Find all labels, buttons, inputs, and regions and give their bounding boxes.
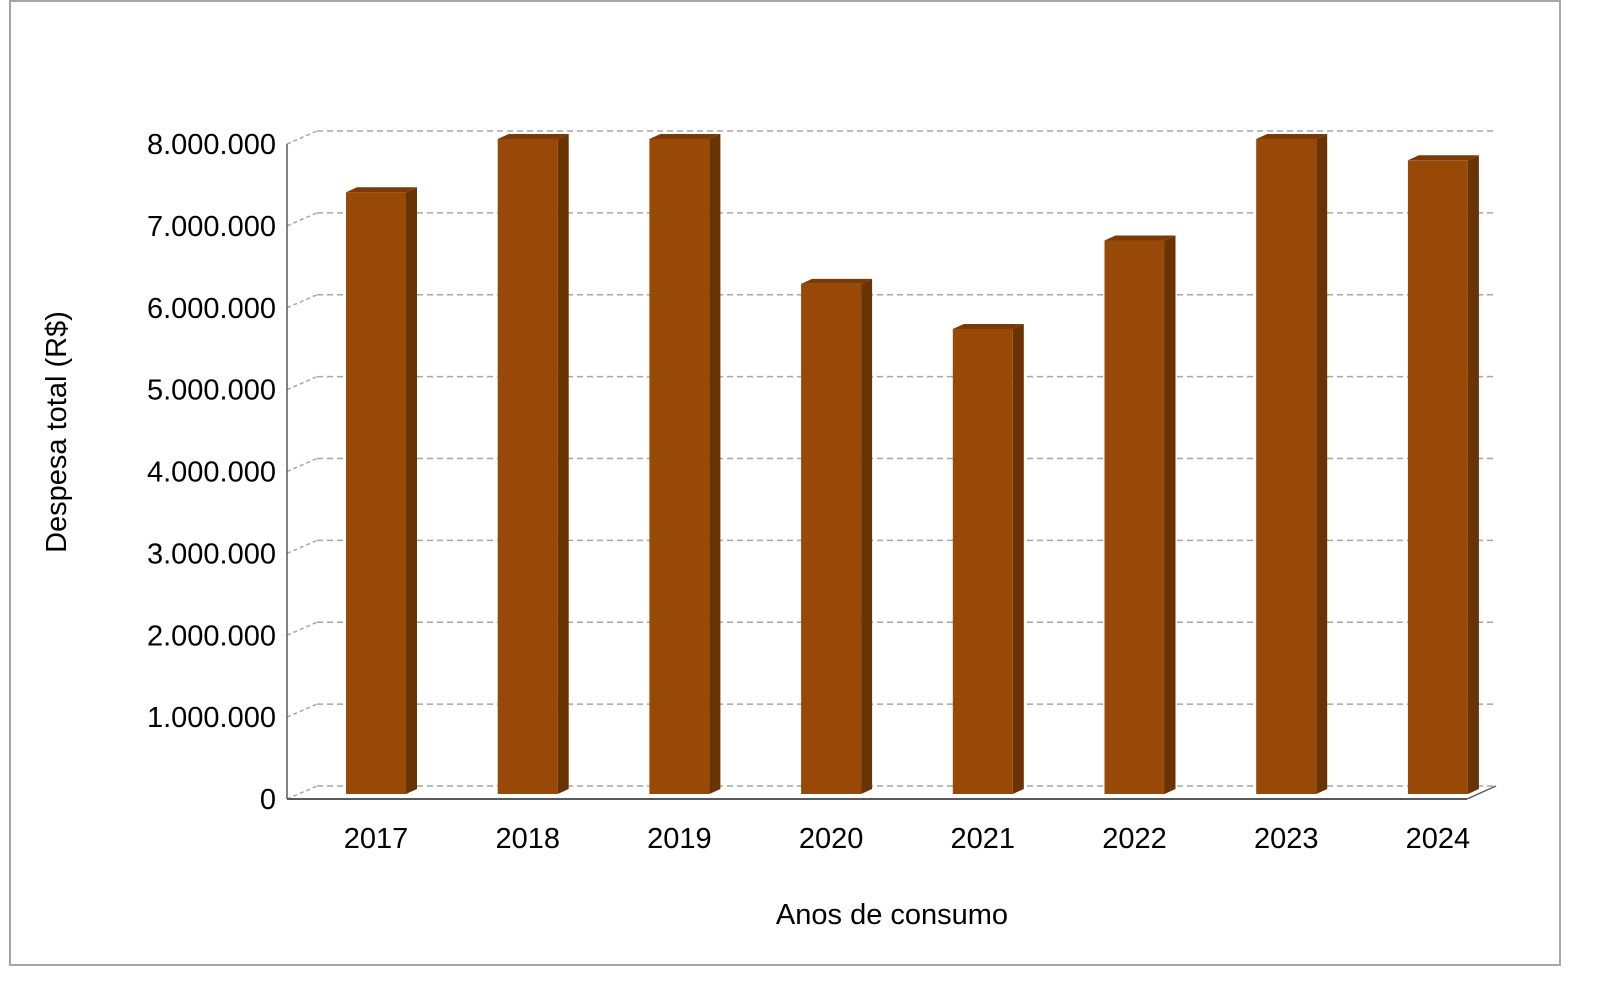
bar xyxy=(1256,134,1328,794)
x-tick-labels: 2017 2018 2019 2020 2021 2022 2023 2024 xyxy=(344,823,1470,855)
y-tick-label: 8.000.000 xyxy=(147,129,276,161)
bar-top xyxy=(497,134,569,139)
side-wall-tick xyxy=(286,375,318,391)
bar-top xyxy=(649,134,721,139)
bar xyxy=(1407,155,1479,795)
side-wall-tick xyxy=(286,294,318,309)
x-tick-label: 2020 xyxy=(799,823,864,855)
bar-front xyxy=(1407,160,1468,795)
bar-front xyxy=(1104,240,1165,794)
y-tick-label: 6.000.000 xyxy=(147,293,276,325)
y-tick-label: 5.000.000 xyxy=(147,375,276,407)
y-tick-label: 3.000.000 xyxy=(147,538,276,570)
x-tick-label: 2022 xyxy=(1102,823,1167,855)
y-tick-labels: 0 1.000.000 2.000.000 3.000.000 4.000.000 5.0… xyxy=(147,129,276,816)
bar-top xyxy=(801,278,873,284)
y-tick-label: 4.000.000 xyxy=(147,457,276,489)
side-wall-tick xyxy=(286,212,318,227)
x-tick-label: 2024 xyxy=(1406,823,1471,855)
bar xyxy=(346,187,417,794)
bar-top xyxy=(346,187,417,193)
x-tick-label: 2017 xyxy=(344,823,409,855)
x-tick-label: 2019 xyxy=(647,823,712,855)
bar-side xyxy=(1012,323,1024,794)
bar-side xyxy=(1164,235,1176,794)
bar-side xyxy=(709,134,721,794)
bar xyxy=(497,134,569,794)
y-axis-title: Despesa total (R$) xyxy=(41,311,73,553)
x-axis-title: Anos de consumo xyxy=(776,899,1008,931)
side-wall-tick xyxy=(286,785,318,800)
bar-front xyxy=(952,328,1013,794)
bar-side xyxy=(1316,134,1328,794)
side-wall-tick xyxy=(286,130,318,145)
bar-side xyxy=(1467,155,1479,795)
bar-top xyxy=(1104,235,1176,241)
bar-front xyxy=(649,139,710,794)
side-wall-tick xyxy=(286,539,318,555)
bar xyxy=(801,278,873,794)
bar-front xyxy=(497,139,558,794)
bar-top xyxy=(952,323,1024,329)
y-tick-label: 0 xyxy=(260,784,276,816)
bar-top xyxy=(1256,134,1328,139)
floor-right-edge xyxy=(1466,785,1497,800)
x-tick-label: 2018 xyxy=(495,823,560,855)
bar-front xyxy=(1256,139,1317,794)
side-wall-tick xyxy=(286,457,318,473)
bar-side xyxy=(861,278,873,794)
x-tick-label: 2021 xyxy=(951,823,1016,855)
bar-side xyxy=(557,134,569,794)
bar-top xyxy=(1407,155,1479,161)
bar xyxy=(649,134,721,794)
bars xyxy=(346,134,1479,795)
bar-side xyxy=(406,187,417,794)
y-tick-label: 2.000.000 xyxy=(147,620,276,652)
bar xyxy=(1104,235,1176,794)
bar-front xyxy=(346,192,406,794)
y-tick-label: 1.000.000 xyxy=(147,702,276,734)
bar xyxy=(952,323,1024,794)
side-wall-tick xyxy=(286,703,318,718)
bar-front xyxy=(801,283,862,794)
x-tick-label: 2023 xyxy=(1254,823,1319,855)
y-tick-label: 7.000.000 xyxy=(147,211,276,243)
side-wall-tick xyxy=(286,621,318,636)
